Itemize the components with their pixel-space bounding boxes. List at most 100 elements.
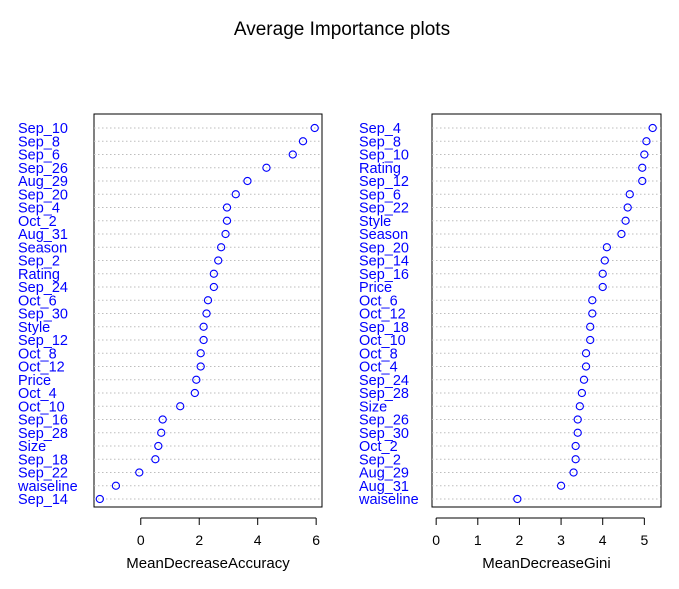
importance-point [581, 349, 591, 358]
importance-point [222, 216, 232, 225]
variable-label: Size [359, 399, 387, 415]
importance-point [196, 362, 205, 371]
variable-label: Sep_4 [18, 201, 60, 217]
importance-point [192, 375, 201, 384]
x-tick-label: 4 [254, 532, 262, 548]
importance-point [196, 349, 205, 358]
importance-point [623, 203, 632, 212]
importance-point [217, 243, 226, 252]
importance-point [625, 190, 634, 199]
variable-label: Season [359, 227, 408, 243]
variable-label: waiseline [358, 492, 419, 508]
importance-point [556, 481, 566, 490]
importance-point [222, 203, 232, 212]
variable-label: Sep_30 [359, 426, 409, 442]
importance-point [154, 441, 163, 451]
importance-point [243, 176, 252, 186]
x-tick-label: 4 [599, 532, 607, 548]
importance-point [577, 388, 587, 398]
importance-point [569, 468, 578, 477]
x-tick-label: 6 [312, 532, 320, 548]
importance-point [209, 282, 218, 292]
variable-label: Oct_12 [18, 360, 65, 376]
variable-label: Sep_18 [18, 452, 68, 468]
variable-label: Sep_30 [18, 307, 68, 323]
variable-label: Sep_24 [18, 280, 68, 296]
variable-label: Style [18, 320, 50, 336]
importance-point [199, 335, 208, 345]
importance-point [588, 309, 597, 318]
importance-point [600, 256, 609, 265]
importance-point [111, 481, 121, 490]
importance-point [135, 468, 144, 477]
x-tick-label: 3 [557, 532, 565, 548]
importance-point [571, 441, 580, 451]
variable-label: Sep_20 [359, 240, 409, 256]
variable-label: Oct_8 [359, 346, 398, 362]
importance-point [513, 494, 522, 504]
variable-label: Oct_10 [18, 399, 65, 415]
variable-label: Sep_20 [18, 187, 68, 203]
x-tick-label: 0 [137, 532, 145, 548]
variable-label: Style [359, 214, 391, 230]
variable-label: Sep_8 [18, 134, 60, 150]
importance-point [602, 243, 612, 252]
importance-point [640, 150, 649, 159]
variable-label: Sep_26 [18, 161, 68, 177]
variable-label: Sep_14 [18, 492, 68, 508]
x-tick-label: 2 [516, 532, 524, 548]
variable-label: Sep_4 [359, 121, 401, 137]
importance-point [642, 137, 651, 146]
variable-label: Sep_10 [359, 148, 409, 164]
importance-point [573, 428, 582, 437]
variable-label: Rating [18, 267, 60, 283]
variable-label: Sep_22 [18, 466, 68, 482]
importance-point [209, 269, 218, 278]
variable-label: Sep_12 [359, 174, 409, 190]
variable-label: Oct_8 [18, 346, 57, 362]
variable-label: Sep_6 [18, 148, 60, 164]
x-axis-label: MeanDecreaseGini [482, 555, 610, 572]
variable-label: Price [359, 280, 392, 296]
importance-point [598, 269, 607, 278]
importance-point [571, 455, 580, 464]
variable-label: Sep_2 [18, 254, 60, 270]
importance-point [262, 163, 271, 172]
variable-label: Aug_31 [359, 479, 409, 495]
importance-point [579, 375, 589, 384]
variable-label: Price [18, 373, 51, 389]
importance-point [95, 494, 104, 504]
variable-label: Sep_22 [359, 201, 409, 217]
importance-point [221, 229, 230, 239]
importance-point [648, 123, 657, 133]
importance-point [214, 256, 223, 265]
x-tick-label: 2 [195, 532, 203, 548]
importance-point [151, 455, 160, 464]
importance-point [288, 150, 297, 159]
variable-label: Size [18, 439, 46, 455]
x-tick-label: 5 [640, 532, 648, 548]
variable-label: Rating [359, 161, 401, 177]
importance-point [203, 296, 213, 305]
importance-point [575, 402, 584, 411]
variable-label: Oct_10 [359, 333, 406, 349]
variable-label: Aug_31 [18, 227, 68, 243]
accuracy-panel: Sep_10Sep_8Sep_6Sep_26Aug_29Sep_20Sep_4O… [17, 113, 323, 572]
importance-point [588, 296, 597, 305]
x-tick-label: 1 [474, 532, 482, 548]
variable-label: Sep_6 [359, 187, 401, 203]
importance-point [298, 137, 308, 146]
variable-label: Sep_14 [359, 254, 409, 270]
variable-label: Sep_10 [18, 121, 68, 137]
importance-point [586, 322, 595, 331]
gini-panel: Sep_4Sep_8Sep_10RatingSep_12Sep_6Sep_22S… [358, 113, 662, 572]
x-tick-label: 0 [432, 532, 440, 548]
variable-label: Oct_6 [18, 293, 57, 309]
variable-label: Aug_29 [18, 174, 68, 190]
importance-point [638, 176, 647, 186]
variable-label: Oct_4 [359, 360, 398, 376]
importance-point [617, 229, 626, 239]
importance-point [176, 402, 185, 411]
x-axis-label: MeanDecreaseAccuracy [126, 555, 290, 572]
variable-label: Sep_12 [18, 333, 68, 349]
